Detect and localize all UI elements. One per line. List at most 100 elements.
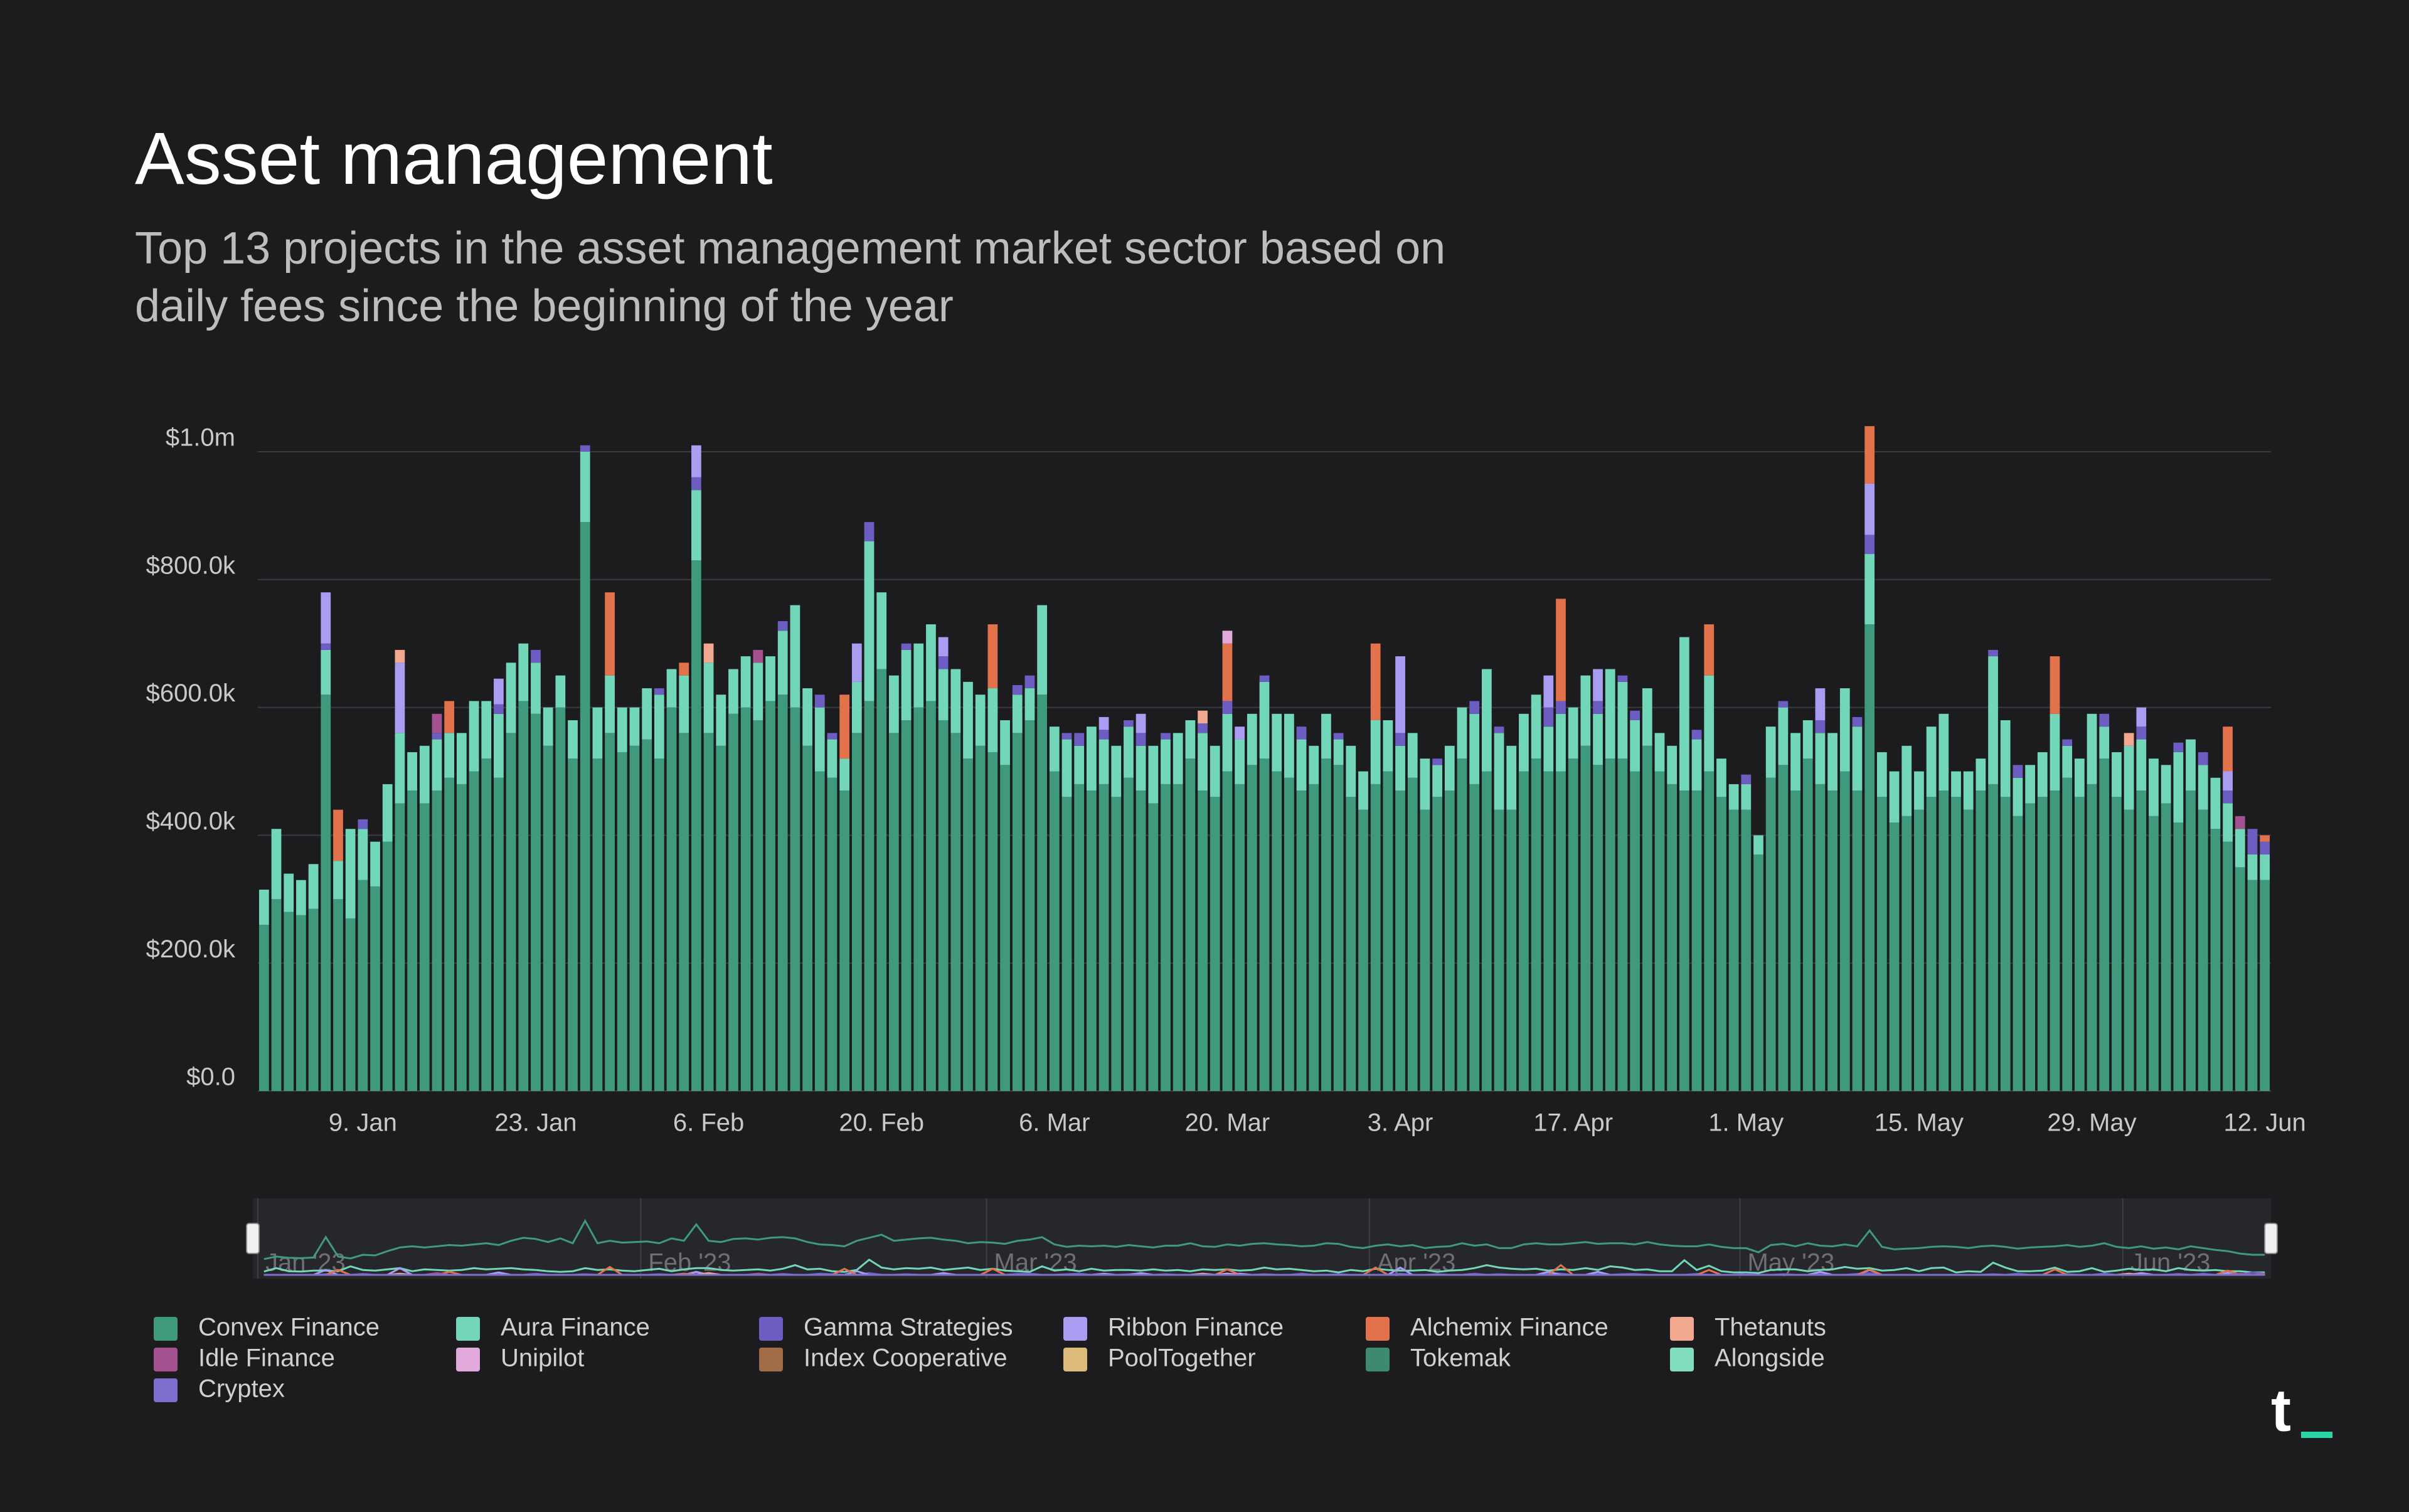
bar-segment bbox=[1135, 791, 1146, 1091]
bar-segment bbox=[1222, 643, 1233, 701]
bar-segment bbox=[1395, 745, 1405, 791]
bar-segment bbox=[2161, 803, 2171, 1091]
legend-swatch[interactable] bbox=[1366, 1317, 1390, 1341]
legend-label[interactable]: Tokemak bbox=[1410, 1344, 1511, 1372]
legend-swatch[interactable] bbox=[1670, 1348, 1694, 1371]
legend-label[interactable]: Cryptex bbox=[198, 1375, 285, 1403]
bar-segment bbox=[1926, 797, 1937, 1091]
bar-segment bbox=[1876, 797, 1887, 1091]
legend-label[interactable]: Convex Finance bbox=[198, 1314, 380, 1341]
bar-segment bbox=[1815, 720, 1826, 733]
bar-segment bbox=[1988, 784, 1998, 1091]
bar-segment bbox=[679, 663, 689, 676]
legend-label[interactable]: Aura Finance bbox=[501, 1314, 650, 1341]
bar-segment bbox=[296, 880, 306, 915]
legend-label[interactable]: Idle Finance bbox=[198, 1344, 335, 1372]
bar-segment bbox=[1543, 771, 1554, 1091]
bar-segment bbox=[753, 663, 763, 720]
bar-segment bbox=[1778, 701, 1789, 708]
bar-segment bbox=[1531, 759, 1541, 1091]
bar-segment bbox=[716, 745, 726, 1091]
legend-swatch[interactable] bbox=[154, 1317, 178, 1341]
legend-swatch[interactable] bbox=[1063, 1317, 1087, 1341]
bar-segment bbox=[1630, 720, 1640, 772]
bar-segment bbox=[1259, 675, 1270, 682]
bar-segment bbox=[2050, 656, 2060, 714]
legend-label[interactable]: Gamma Strategies bbox=[804, 1314, 1013, 1341]
bar-segment bbox=[617, 752, 627, 1091]
bar-segment bbox=[1457, 707, 1467, 759]
bar-segment bbox=[1148, 745, 1159, 804]
bar-segment bbox=[938, 637, 949, 657]
y-tick-label: $400.0k bbox=[146, 807, 236, 835]
navigator-handle[interactable] bbox=[2264, 1223, 2278, 1254]
x-tick-label: 9. Jan bbox=[329, 1109, 397, 1137]
navigator-handle[interactable] bbox=[246, 1223, 260, 1254]
bar-segment bbox=[1864, 554, 1875, 625]
bar-segment bbox=[531, 713, 541, 1091]
bar-segment bbox=[2087, 713, 2097, 784]
bar-segment bbox=[407, 752, 417, 791]
bar-segment bbox=[1087, 727, 1097, 791]
bar-segment bbox=[1654, 733, 1665, 772]
bar-segment bbox=[1741, 809, 1752, 1091]
bar-segment bbox=[1506, 809, 1517, 1091]
legend-label[interactable]: Ribbon Finance bbox=[1108, 1314, 1284, 1341]
legend-swatch[interactable] bbox=[1063, 1348, 1087, 1371]
bar-segment bbox=[1012, 684, 1023, 695]
bar-segment bbox=[1778, 765, 1789, 1091]
legend-label[interactable]: Alchemix Finance bbox=[1410, 1314, 1609, 1341]
bar-segment bbox=[1790, 791, 1800, 1091]
x-tick-label: 12. Jun bbox=[2224, 1109, 2306, 1137]
bar-segment bbox=[1691, 739, 1702, 791]
legend-label[interactable]: Unipilot bbox=[501, 1344, 584, 1372]
legend-swatch[interactable] bbox=[154, 1378, 178, 1402]
y-tick-label: $200.0k bbox=[146, 935, 236, 963]
legend-swatch[interactable] bbox=[1366, 1348, 1390, 1371]
legend-label[interactable]: PoolTogether bbox=[1108, 1344, 1256, 1372]
bar-segment bbox=[1728, 809, 1739, 1091]
bar-segment bbox=[2037, 797, 2048, 1091]
bar-segment bbox=[1346, 745, 1356, 797]
bar-segment bbox=[1469, 713, 1480, 784]
bar-segment bbox=[1593, 701, 1603, 714]
bar-segment bbox=[456, 733, 467, 784]
x-tick-label: 29. May bbox=[2047, 1109, 2136, 1137]
bar-segment bbox=[321, 592, 331, 644]
legend-swatch[interactable] bbox=[456, 1317, 480, 1341]
bar-segment bbox=[987, 688, 998, 752]
bar-segment bbox=[1074, 733, 1085, 746]
navigator-label: Apr '23 bbox=[1377, 1249, 1456, 1277]
bar-segment bbox=[1506, 745, 1517, 810]
bar-segment bbox=[2124, 733, 2134, 746]
bar-segment bbox=[1605, 759, 1615, 1091]
bar-segment bbox=[1815, 784, 1826, 1091]
legend-label[interactable]: Index Cooperative bbox=[804, 1344, 1008, 1372]
legend-swatch[interactable] bbox=[456, 1348, 480, 1371]
legend-swatch[interactable] bbox=[154, 1348, 178, 1371]
bar-segment bbox=[2099, 727, 2110, 759]
bar-segment bbox=[2000, 797, 2011, 1091]
navigator-background bbox=[253, 1198, 2271, 1279]
bar-segment bbox=[2223, 791, 2233, 804]
bar-segment bbox=[740, 656, 751, 708]
bar-segment bbox=[950, 733, 961, 1091]
bar-segment bbox=[543, 707, 553, 746]
legend-label[interactable]: Thetanuts bbox=[1715, 1314, 1826, 1341]
legend-swatch[interactable] bbox=[1670, 1317, 1694, 1341]
bar-segment bbox=[2136, 727, 2147, 740]
bar-segment bbox=[321, 643, 331, 650]
bar-segment bbox=[2050, 791, 2060, 1091]
legend-swatch[interactable] bbox=[759, 1348, 783, 1371]
bar-segment bbox=[1135, 713, 1146, 733]
bar-segment bbox=[1198, 733, 1208, 791]
bar-segment bbox=[1124, 777, 1134, 1091]
bar-segment bbox=[1741, 784, 1752, 810]
legend-swatch[interactable] bbox=[759, 1317, 783, 1341]
bar-segment bbox=[839, 759, 850, 791]
legend-label[interactable]: Alongside bbox=[1715, 1344, 1825, 1372]
bar-segment bbox=[1098, 730, 1109, 740]
bar-segment bbox=[1333, 739, 1344, 765]
bar-segment bbox=[1802, 759, 1813, 1091]
bar-segment bbox=[271, 899, 282, 1091]
